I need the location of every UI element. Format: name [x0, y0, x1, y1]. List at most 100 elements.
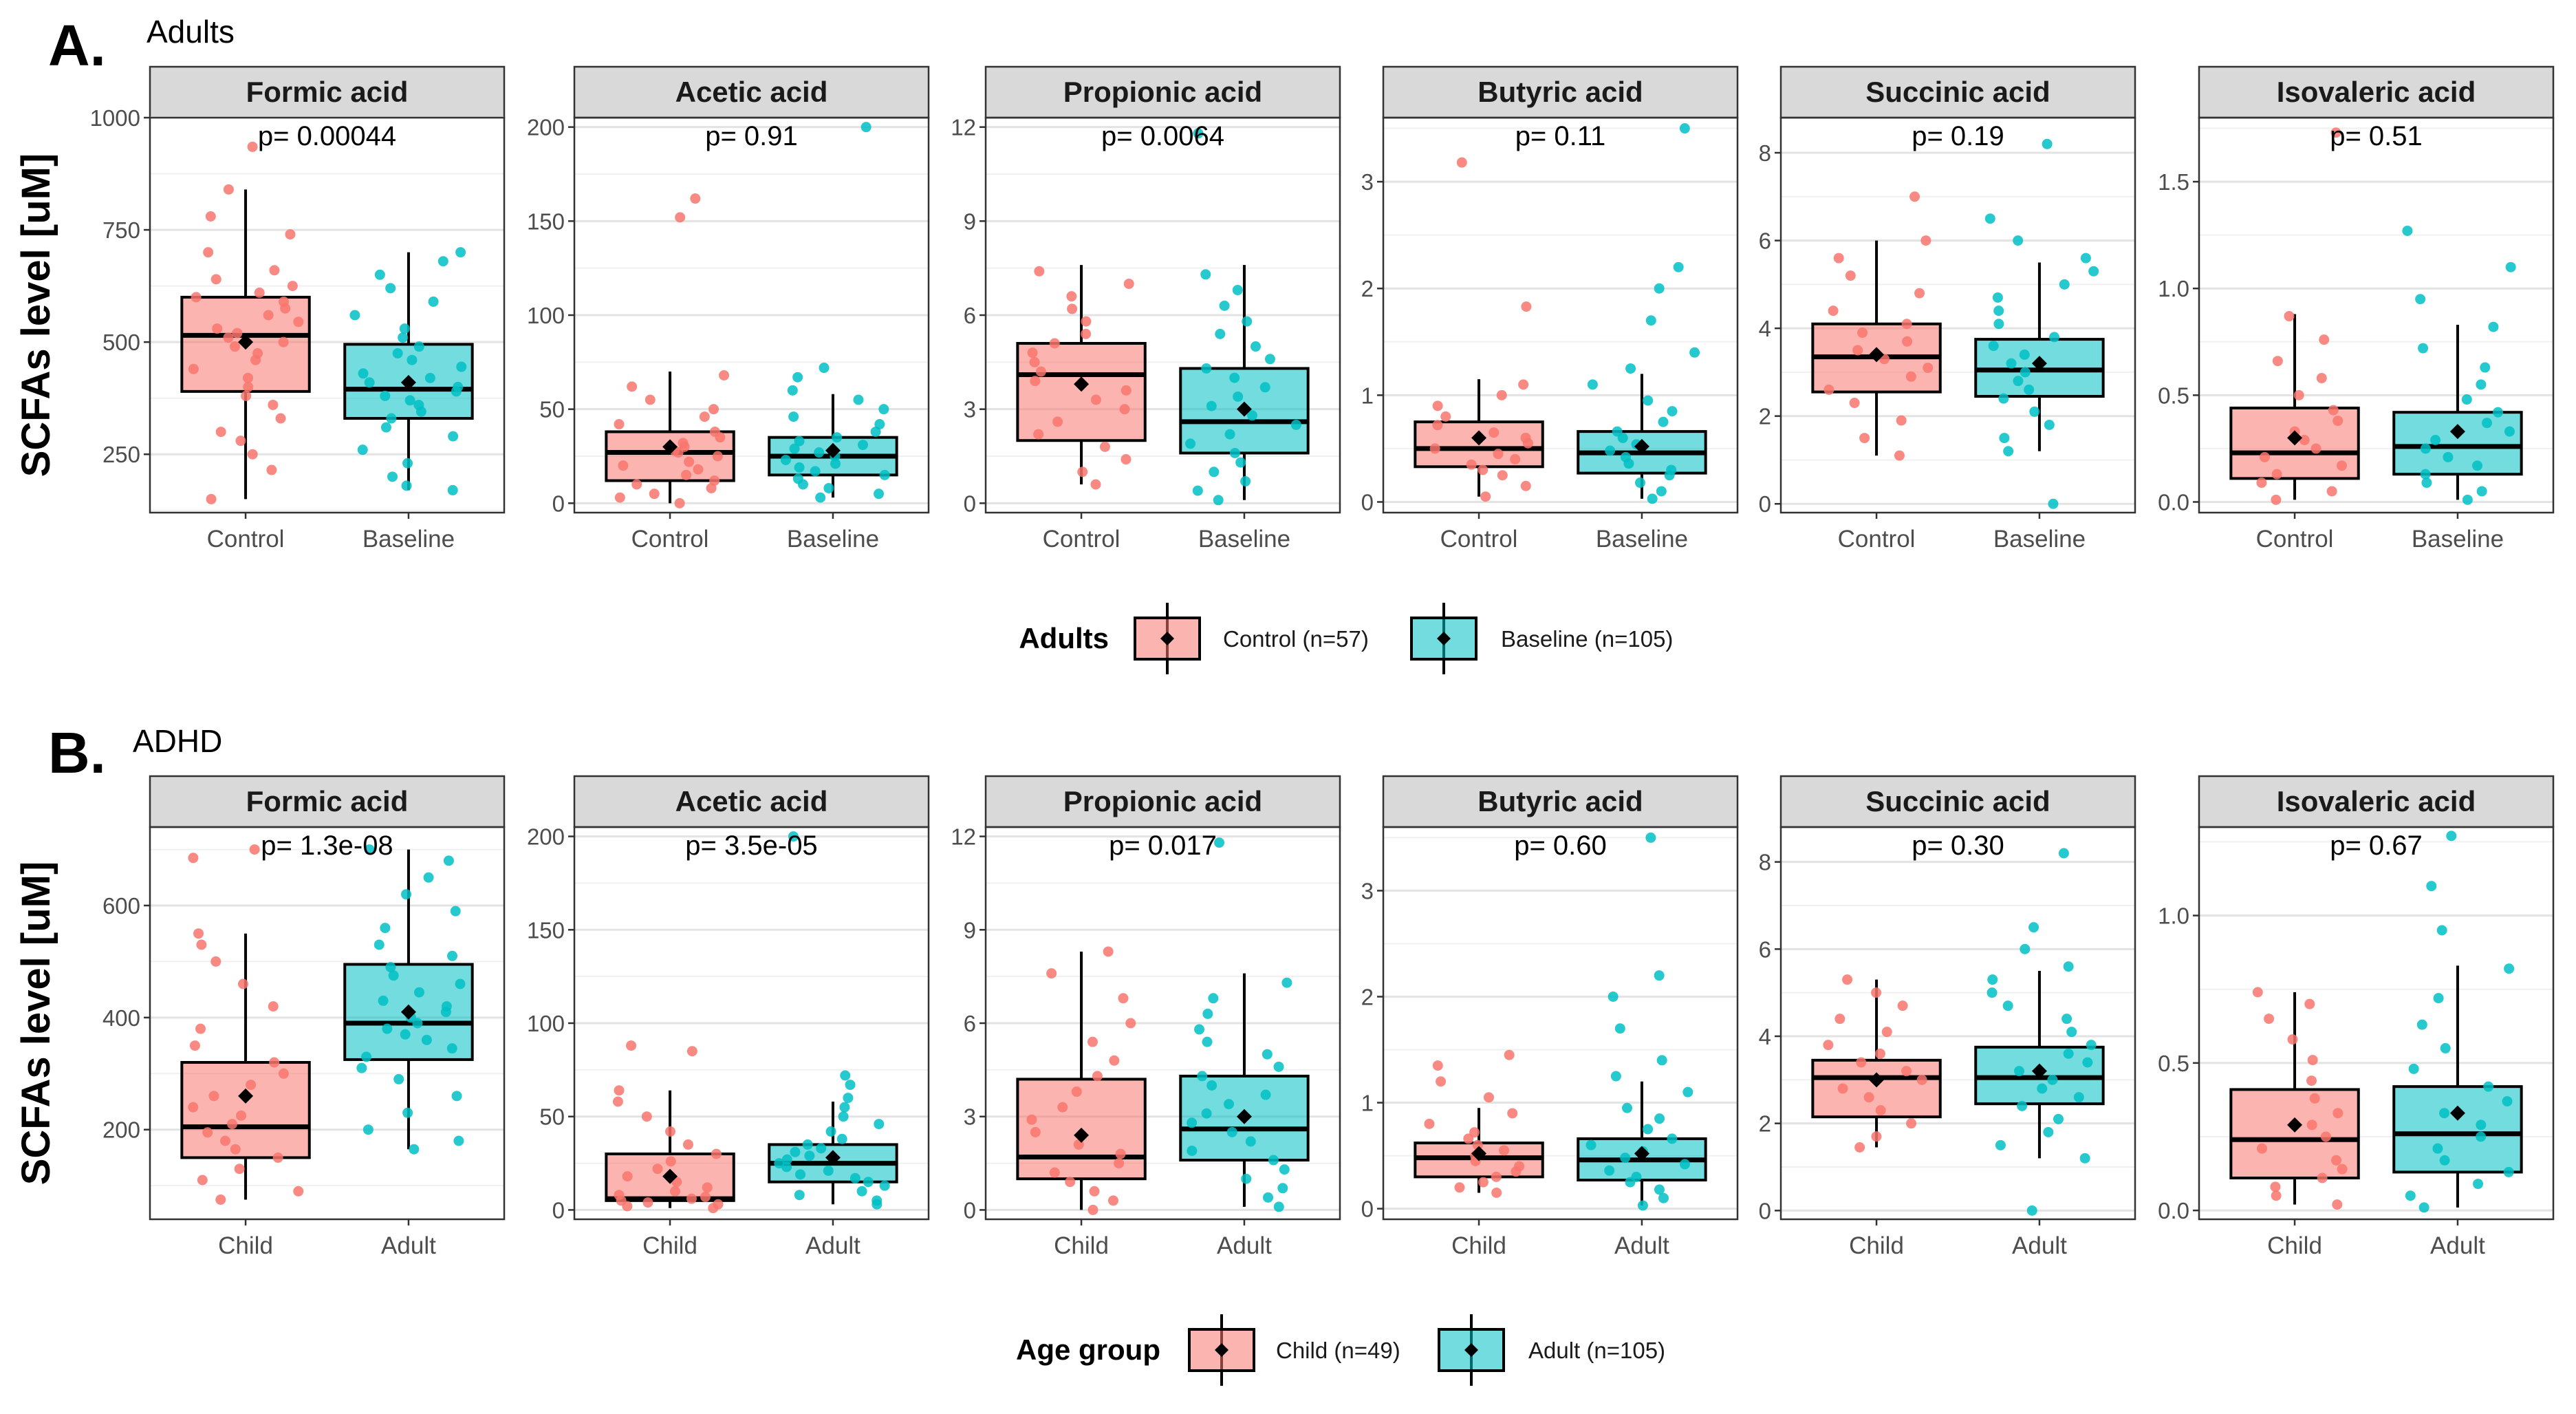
- data-point: [450, 906, 461, 917]
- y-axis-label: SCFAs level [uM]: [14, 861, 58, 1186]
- y-tick-label: 0: [1361, 1197, 1374, 1222]
- data-point: [287, 281, 298, 292]
- data-point: [2013, 235, 2024, 246]
- data-point: [402, 458, 413, 469]
- data-point: [1901, 1066, 1912, 1077]
- legend-key-child: [1188, 1314, 1255, 1386]
- x-tick-label: Baseline: [2412, 526, 2504, 553]
- data-point: [293, 317, 304, 328]
- data-point: [1219, 300, 1230, 311]
- box-child: [1811, 974, 1942, 1153]
- data-point: [409, 1144, 420, 1155]
- panel-border: [1779, 116, 2136, 514]
- data-point: [441, 1001, 452, 1012]
- data-point: [2436, 925, 2447, 936]
- data-point: [1689, 347, 1700, 358]
- data-point: [1587, 379, 1598, 390]
- data-point: [669, 1186, 680, 1197]
- y-tick-label: 1000: [90, 105, 140, 131]
- data-point: [205, 211, 216, 222]
- x-tick-label: Child: [2267, 1232, 2322, 1259]
- mean-marker: [662, 439, 678, 455]
- data-point: [382, 1023, 393, 1034]
- y-tick-label: 200: [527, 115, 565, 140]
- facet-strip: [2198, 775, 2555, 828]
- data-point: [1621, 1102, 1632, 1113]
- data-point: [1498, 1145, 1509, 1156]
- x-tick-label: Adult: [1217, 1232, 1272, 1259]
- data-point: [2476, 486, 2487, 497]
- data-point: [1246, 410, 1257, 421]
- data-point: [1118, 993, 1129, 1004]
- data-point: [1081, 316, 1092, 327]
- data-point: [1852, 345, 1863, 356]
- data-point: [2088, 266, 2099, 277]
- data-point: [1491, 1187, 1502, 1198]
- data-point: [1497, 470, 1508, 481]
- x-tick-label: Adult: [1614, 1232, 1669, 1259]
- data-point: [278, 1068, 289, 1079]
- section-letter: B.: [48, 720, 106, 785]
- y-tick-label: 0: [964, 491, 976, 516]
- y-tick-label: 6: [964, 1011, 976, 1036]
- y-tick-label: 0: [964, 1197, 976, 1223]
- data-point: [374, 269, 385, 280]
- data-point: [2330, 1155, 2341, 1166]
- data-point: [1432, 1060, 1443, 1071]
- data-point: [2063, 961, 2074, 972]
- mean-marker: [662, 1168, 678, 1184]
- data-point: [2006, 358, 2017, 369]
- y-tick-label: 0.0: [2158, 489, 2189, 515]
- legend-mean-marker: [1437, 632, 1451, 645]
- data-point: [1625, 363, 1636, 374]
- data-point: [1232, 285, 1243, 296]
- p-value: p= 1.3e-08: [261, 831, 393, 861]
- data-point: [1666, 464, 1677, 475]
- data-point: [1066, 291, 1077, 302]
- data-point: [645, 394, 656, 405]
- data-point: [1026, 1114, 1037, 1125]
- data-point: [1823, 384, 1834, 395]
- data-point: [1833, 253, 1844, 264]
- data-point: [401, 889, 412, 900]
- data-point: [252, 347, 263, 358]
- data-point: [2271, 469, 2282, 480]
- facet-strip: [984, 65, 1341, 119]
- y-tick-label: 1.0: [2158, 276, 2189, 301]
- data-point: [849, 1172, 861, 1183]
- panel-border: [984, 826, 1341, 1221]
- data-point: [641, 1111, 652, 1122]
- data-point: [2310, 443, 2321, 454]
- facet-title: Formic acid: [246, 785, 409, 817]
- data-point: [709, 426, 720, 437]
- y-tick-label: 2: [1361, 276, 1374, 301]
- y-tick-label: 0.5: [2158, 1051, 2189, 1076]
- data-point: [2326, 486, 2337, 497]
- box-baseline: [1974, 138, 2105, 509]
- facet-title: Succinic acid: [1865, 785, 2050, 817]
- data-point: [413, 341, 424, 352]
- data-point: [1987, 974, 1998, 985]
- data-point: [1197, 1071, 1208, 1082]
- data-point: [356, 1062, 367, 1073]
- facet-formic-acid: Formic acid 200 400 600 Child Adult p= 1.3e-08: [102, 775, 506, 1259]
- data-point: [2426, 881, 2437, 892]
- x-tick-label: Control: [1838, 526, 1916, 553]
- data-point: [2306, 1075, 2317, 1086]
- data-point: [1087, 1204, 1098, 1215]
- y-tick-label: 1: [1361, 383, 1374, 408]
- x-tick-label: Control: [1440, 526, 1518, 553]
- data-point: [272, 1152, 283, 1163]
- data-point: [413, 399, 424, 410]
- data-point: [364, 377, 375, 388]
- data-point: [1049, 338, 1060, 349]
- data-point: [2043, 1126, 2054, 1137]
- data-point: [2264, 1014, 2275, 1025]
- data-point: [664, 1126, 675, 1137]
- data-point: [2408, 1063, 2419, 1074]
- facet-strip: [149, 775, 506, 828]
- data-point: [1081, 328, 1092, 339]
- y-tick-label: 8: [1759, 850, 1771, 875]
- box-control: [2229, 127, 2360, 505]
- data-point: [1656, 1055, 1667, 1066]
